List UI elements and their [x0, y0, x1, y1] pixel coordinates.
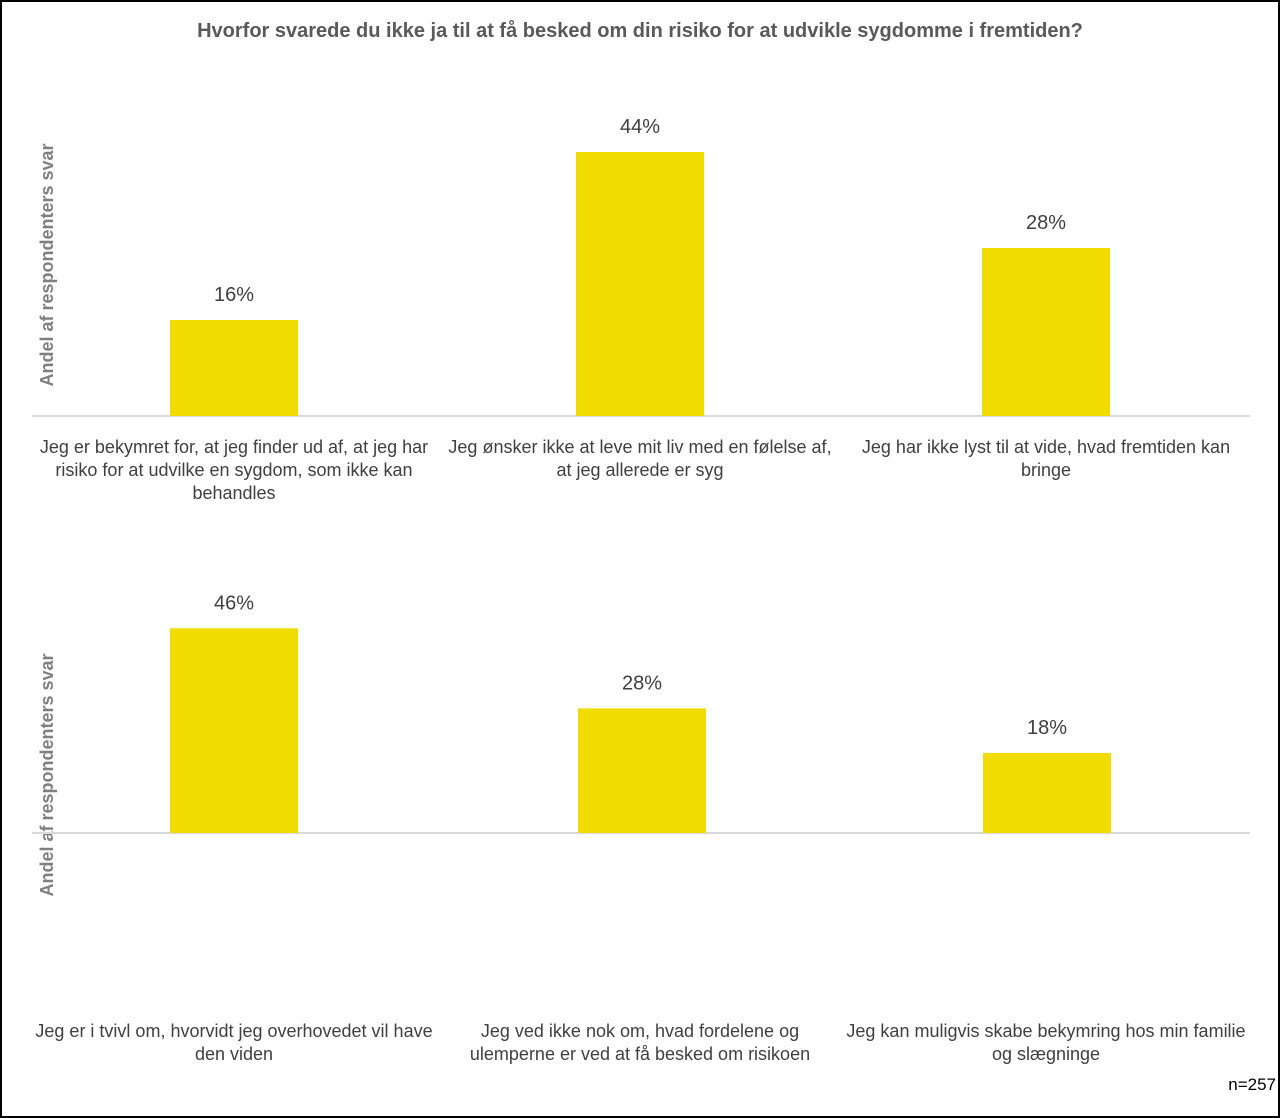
data-label-2-2: 28%: [622, 672, 662, 694]
bar-1-2: [576, 152, 704, 416]
sample-size-note: n=257: [1228, 1075, 1276, 1094]
category-label-1-3: Jeg har ikke lyst til at vide, hvad frem…: [861, 437, 1231, 480]
category-label-1-1: Jeg er bekymret for, at jeg finder ud af…: [39, 437, 429, 503]
category-label-2-2: Jeg ved ikke nok om, hvad fordelene og u…: [469, 1021, 811, 1064]
data-label-1-2: 44%: [620, 116, 660, 138]
chart-title: Hvorfor svarede du ikke ja til at få bes…: [197, 20, 1083, 42]
category-label-2-1: Jeg er i tvivl om, hvorvidt jeg overhove…: [35, 1021, 433, 1064]
bar-2-3: [983, 752, 1111, 833]
bar-1-1: [170, 320, 298, 416]
bar-2-2: [578, 708, 706, 833]
data-label-2-1: 46%: [214, 592, 254, 614]
data-label-1-1: 16%: [214, 284, 254, 306]
category-label-2-3: Jeg kan muligvis skabe bekymring hos min…: [846, 1021, 1246, 1064]
bar-1-3: [982, 248, 1110, 416]
category-label-1-2: Jeg ønsker ikke at leve mit liv med en f…: [448, 437, 832, 480]
data-label-1-3: 28%: [1026, 212, 1066, 234]
bar-2-1: [170, 628, 298, 833]
data-label-2-3: 18%: [1027, 717, 1067, 739]
